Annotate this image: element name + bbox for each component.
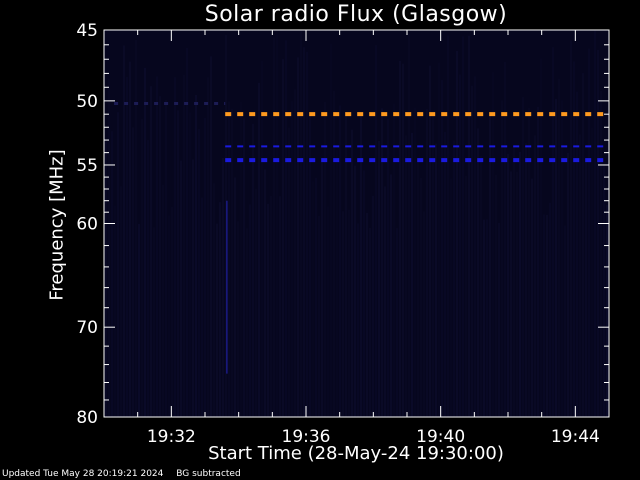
background-note: BG subtracted [176,469,241,479]
x-axis-label: Start Time (28-May-24 19:30:00) [208,443,504,464]
footer: Updated Tue May 28 20:19:21 2024 BG subt… [2,469,251,479]
y-tick-label: 45 [76,21,98,41]
updated-timestamp: Updated Tue May 28 20:19:21 2024 [2,469,164,479]
chart-title: Solar radio Flux (Glasgow) [204,2,508,27]
y-tick-label: 50 [76,92,98,112]
x-tick-label: 19:44 [551,427,600,447]
y-tick-label: 70 [76,318,98,338]
x-tick-label: 19:36 [282,427,331,447]
y-tick-label: 55 [76,156,98,176]
x-tick-label: 19:32 [147,427,196,447]
plot-background [104,30,609,417]
y-tick-label: 80 [76,408,98,428]
y-tick-label: 60 [76,215,98,235]
x-tick-label: 19:40 [416,427,465,447]
